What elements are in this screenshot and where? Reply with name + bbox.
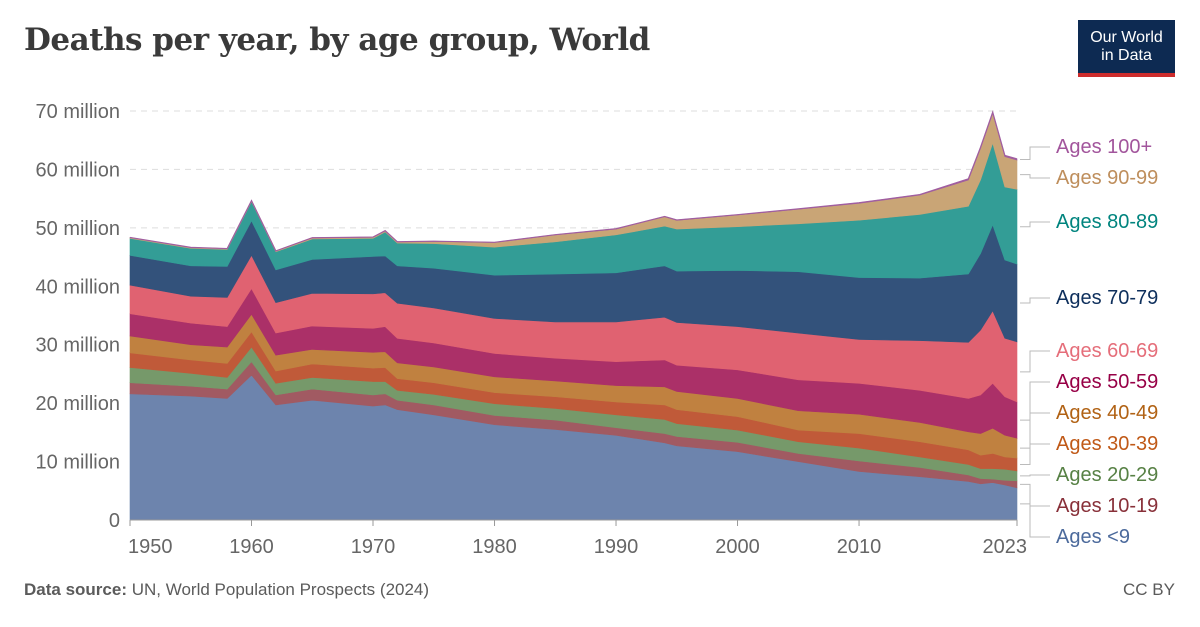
label-connector	[1020, 381, 1050, 421]
license[interactable]: CC BY	[1123, 580, 1175, 599]
series-label[interactable]: Ages 70-79	[1056, 287, 1158, 309]
series-label[interactable]: Ages 50-59	[1056, 371, 1158, 393]
logo-line-1: Our World	[1090, 29, 1163, 46]
x-tick-label: 1970	[351, 536, 396, 558]
chart-title: Deaths per year, by age group, World	[24, 22, 650, 58]
x-axis: 1950 1960 1970 1980 1990 2000 2010 2023	[128, 519, 1028, 558]
x-tick-label: 1980	[472, 536, 517, 558]
series-label[interactable]: Ages <9	[1056, 526, 1130, 548]
logo-line-2: in Data	[1101, 47, 1152, 64]
series-label[interactable]: Ages 80-89	[1056, 211, 1158, 233]
logo-accent-bar	[1078, 73, 1175, 77]
owid-logo[interactable]: Our World in Data	[1078, 20, 1175, 77]
y-axis: 0 10 million 20 million 30 million 40 millio…	[36, 101, 120, 532]
y-tick-label: 60 million	[36, 159, 120, 181]
data-source: Data source: UN, World Population Prospe…	[24, 580, 429, 600]
series-label[interactable]: Ages 100+	[1056, 136, 1152, 158]
label-connector	[1020, 443, 1050, 465]
source-label: Data source:	[24, 580, 127, 599]
label-connector	[1020, 474, 1050, 477]
label-connector	[1020, 297, 1050, 304]
areas	[129, 110, 1018, 521]
y-tick-label: 0	[109, 510, 120, 532]
series-label[interactable]: Ages 90-99	[1056, 167, 1158, 189]
y-tick-label: 50 million	[36, 218, 120, 240]
x-tick-label: 1950	[128, 536, 173, 558]
label-connector	[1020, 350, 1050, 373]
label-connector	[1020, 483, 1050, 507]
y-tick-label: 40 million	[36, 276, 120, 298]
x-tick-label: 2000	[715, 536, 760, 558]
y-tick-label: 70 million	[36, 101, 120, 123]
series-label[interactable]: Ages 20-29	[1056, 464, 1158, 486]
top-outline	[129, 110, 1018, 252]
y-tick-label: 10 million	[36, 452, 120, 474]
label-connector	[1020, 174, 1050, 179]
series-label[interactable]: Ages 30-39	[1056, 433, 1158, 455]
x-tick-label: 2023	[983, 536, 1028, 558]
label-connector	[1020, 503, 1050, 538]
label-connector	[1020, 412, 1050, 449]
x-tick-label: 1990	[594, 536, 639, 558]
label-connector	[1020, 221, 1050, 228]
source-text[interactable]: UN, World Population Prospects (2024)	[131, 580, 430, 599]
y-tick-label: 30 million	[36, 335, 120, 357]
x-tick-label: 2010	[837, 536, 882, 558]
x-tick-label: 1960	[229, 536, 274, 558]
series-label[interactable]: Ages 40-49	[1056, 402, 1158, 424]
series-labels: Ages <9 Ages 10-19 Ages 20-29 Ages 30-39 Age…	[1020, 136, 1158, 548]
series-label[interactable]: Ages 10-19	[1056, 495, 1158, 517]
series-label[interactable]: Ages 60-69	[1056, 340, 1158, 362]
label-connector	[1020, 146, 1050, 160]
y-tick-label: 20 million	[36, 393, 120, 415]
